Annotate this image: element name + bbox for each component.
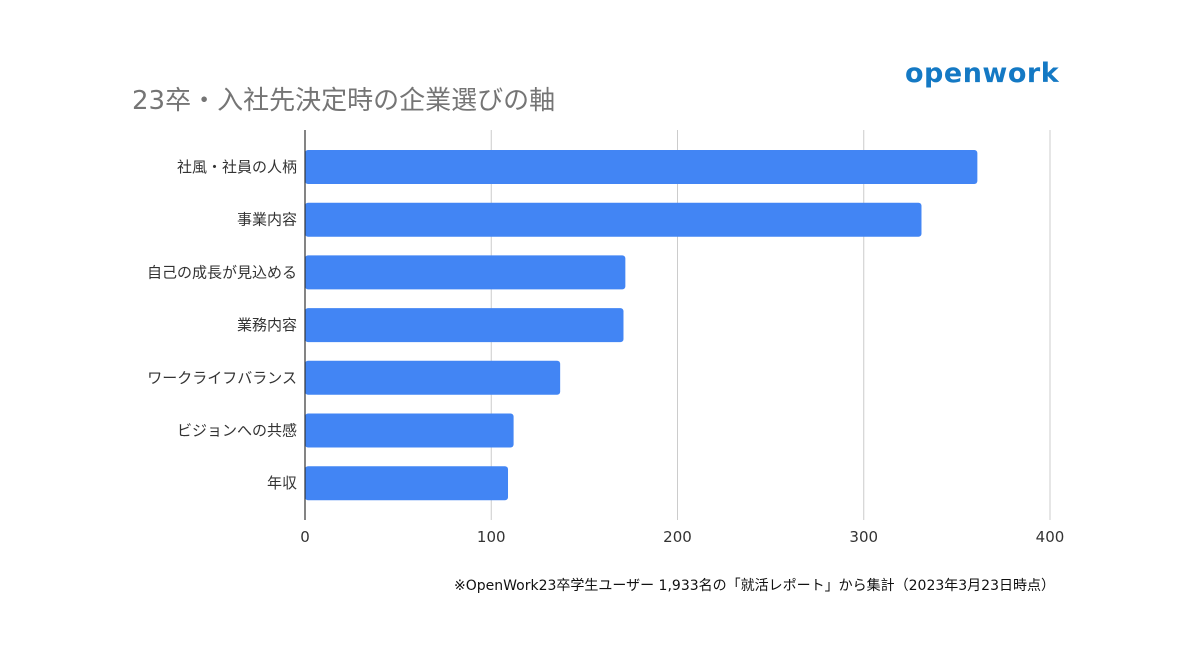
openwork-logo: openwork	[905, 58, 1060, 89]
bars	[305, 150, 978, 501]
x-tick-label: 100	[477, 528, 506, 546]
category-label: 事業内容	[237, 211, 297, 229]
bar-5	[305, 360, 561, 395]
bar-6	[305, 413, 514, 448]
footnote: ※OpenWork23卒学生ユーザー 1,933名の「就活レポート」から集計（2…	[454, 578, 1055, 594]
chart-title: 23卒・入社先決定時の企業選びの軸	[132, 86, 556, 116]
x-tick-label: 0	[300, 528, 310, 546]
category-label: 年収	[267, 474, 297, 492]
x-tick-label: 300	[849, 528, 878, 546]
category-label: 業務内容	[237, 316, 297, 334]
bar-3	[305, 255, 626, 290]
category-label: ビジョンへの共感	[177, 422, 297, 440]
bar-4	[305, 308, 624, 343]
category-label: 自己の成長が見込める	[147, 263, 297, 281]
category-label: ワークライフバランス	[147, 369, 297, 387]
category-label: 社風・社員の人柄	[177, 158, 297, 176]
x-tick-labels: 0 100 200 300 400	[300, 528, 1064, 546]
x-tick-label: 400	[1036, 528, 1065, 546]
bar-7	[305, 466, 509, 501]
bar-1	[305, 150, 978, 184]
bar-2	[305, 202, 922, 237]
x-tick-label: 200	[663, 528, 692, 546]
category-labels: 社風・社員の人柄事業内容自己の成長が見込める業務内容ワークライフバランスビジョン…	[147, 158, 297, 492]
